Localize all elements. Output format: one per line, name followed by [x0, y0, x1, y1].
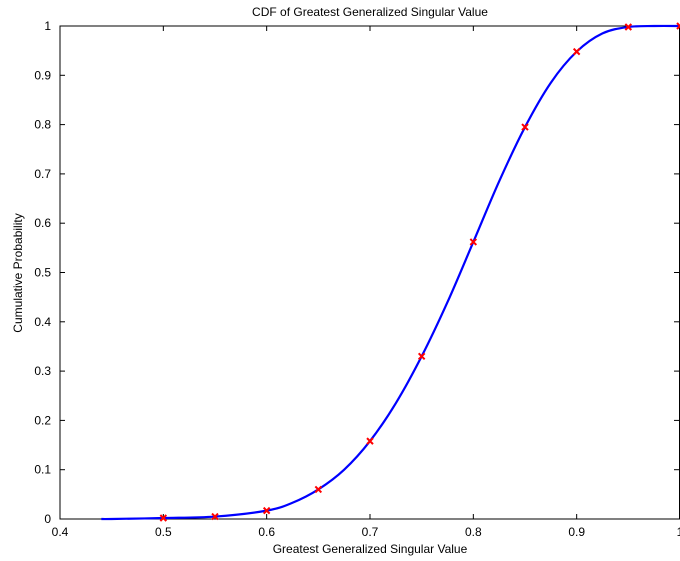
- y-tick-label: 0.8: [34, 118, 51, 132]
- y-axis-label: Cumulative Probability: [11, 213, 25, 332]
- data-point-marker: [262, 506, 271, 515]
- x-tick-label: 0.6: [258, 525, 275, 539]
- cdf-curve: [101, 24, 680, 521]
- y-tick-label: 0.3: [34, 364, 51, 378]
- y-tick-label: 0.4: [34, 315, 51, 329]
- y-tick-label: 1: [44, 19, 51, 33]
- plot-area: 0.4 0.5 0.6 0.7 0.8 0.9 1 0 0.1 0.2 0.3 0.4 0.5 0.6 0.…: [34, 19, 680, 539]
- x-tick-label: 1: [677, 525, 680, 539]
- data-point-marker: [624, 23, 633, 31]
- x-tick-label: 0.9: [568, 525, 585, 539]
- x-tick-label: 0.8: [465, 525, 482, 539]
- x-tick-label: 0.4: [52, 525, 69, 539]
- y-tick-label: 0.7: [34, 167, 51, 181]
- chart-title: CDF of Greatest Generalized Singular Val…: [252, 5, 488, 19]
- y-tick-label: 0.6: [34, 216, 51, 230]
- data-point-marker: [159, 514, 168, 522]
- y-tick-label: 0: [44, 512, 51, 526]
- y-tick-label: 0.1: [34, 463, 51, 477]
- x-tick-label: 0.7: [362, 525, 379, 539]
- plot-frame: [59, 25, 680, 520]
- y-tick-label: 0.5: [34, 266, 51, 280]
- data-point-marker: [366, 437, 374, 445]
- data-point-marker: [676, 22, 680, 30]
- data-point-marker: [211, 512, 219, 521]
- data-point-marker: [521, 123, 529, 131]
- y-tick-label: 0.9: [34, 68, 51, 82]
- data-point-marker: [572, 47, 581, 56]
- y-tick-label: 0.2: [34, 413, 51, 427]
- data-point-marker: [469, 238, 478, 246]
- x-axis-label: Greatest Generalized Singular Value: [273, 542, 468, 556]
- data-point-marker: [314, 485, 323, 494]
- data-point-marker: [417, 352, 426, 361]
- x-tick-label: 0.5: [155, 525, 172, 539]
